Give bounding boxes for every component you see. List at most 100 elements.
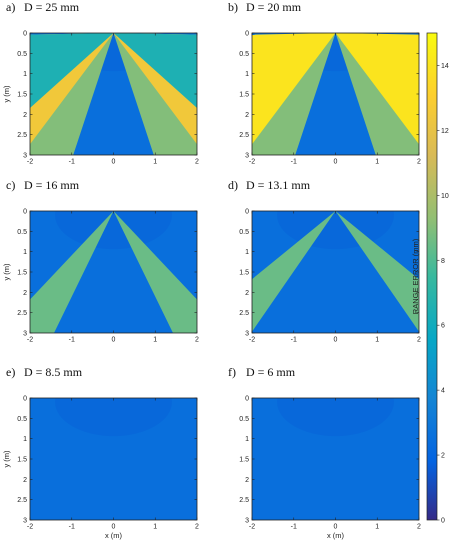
x-tick-label: -1 bbox=[69, 337, 75, 344]
x-tick-label: 1 bbox=[153, 337, 157, 344]
panel-c-label: c) bbox=[6, 178, 15, 192]
x-tick-label: -2 bbox=[27, 524, 33, 531]
panel-e-background bbox=[30, 398, 197, 520]
colorbar-gradient bbox=[426, 32, 438, 521]
y-tick-label: 2 bbox=[23, 477, 27, 484]
y-tick-label: 1.5 bbox=[239, 92, 249, 99]
x-tick-label: -2 bbox=[249, 524, 255, 531]
panel-a-title: D = 25 mm bbox=[24, 0, 80, 14]
x-tick-label: 2 bbox=[417, 159, 421, 166]
x-tick-label: 1 bbox=[375, 159, 379, 166]
x-tick-label: -2 bbox=[249, 159, 255, 166]
panel-f-title: D = 6 mm bbox=[246, 365, 296, 379]
colorbar-tick-label: 14 bbox=[441, 63, 449, 70]
panel-d-title: D = 13.1 mm bbox=[246, 178, 311, 192]
y-axis-label: y (m) bbox=[2, 263, 11, 281]
x-tick-label: 2 bbox=[195, 159, 199, 166]
panel-a-transition-left bbox=[30, 33, 114, 108]
x-tick-label: 0 bbox=[112, 524, 116, 531]
x-tick-label: -2 bbox=[249, 337, 255, 344]
x-tick-label: 2 bbox=[195, 337, 199, 344]
x-tick-label: -1 bbox=[291, 159, 297, 166]
y-tick-label: 3 bbox=[23, 331, 27, 338]
colorbar-tick-label: 4 bbox=[441, 388, 445, 395]
y-tick-label: 2 bbox=[23, 290, 27, 297]
x-tick-label: 0 bbox=[112, 337, 116, 344]
y-tick-label: 1 bbox=[245, 436, 249, 443]
panel-c-cone-right bbox=[113, 211, 197, 333]
x-tick-label: -1 bbox=[291, 337, 297, 344]
y-tick-label: 1 bbox=[23, 436, 27, 443]
panel-b: -2 -1 0 1 2 0 0.5 1 1.5 2 2.5 3 b) D = 20 mm bbox=[228, 0, 421, 166]
x-tick-label: -2 bbox=[27, 337, 33, 344]
colorbar-tick-label: 6 bbox=[441, 323, 445, 330]
y-tick-label: 2.5 bbox=[239, 310, 249, 317]
y-tick-label: 0.5 bbox=[239, 229, 249, 236]
x-tick-label: -2 bbox=[27, 159, 33, 166]
y-tick-label: 2 bbox=[23, 112, 27, 119]
x-tick-label: -1 bbox=[291, 524, 297, 531]
y-tick-label: 2.5 bbox=[239, 132, 249, 139]
panel-a-cone-right bbox=[113, 33, 197, 155]
panel-f-background bbox=[252, 398, 419, 520]
panel-d-cone-left bbox=[252, 211, 336, 332]
panel-f-label: f) bbox=[228, 365, 236, 379]
panel-a-label: a) bbox=[6, 0, 15, 14]
panel-a-cone-left bbox=[30, 33, 114, 155]
y-tick-label: 1.5 bbox=[239, 457, 249, 464]
y-tick-label: 2.5 bbox=[17, 497, 27, 504]
colorbar-tick-label: 10 bbox=[441, 193, 449, 200]
panel-f: -2 -1 0 1 2 0 0.5 1 1.5 2 2.5 3 f) D = 6 mm x (m) bbox=[228, 365, 421, 540]
panel-c: -2 -1 0 1 2 0 0.5 1 1.5 2 2.5 3 c) D = 16 mm y (m) bbox=[2, 178, 199, 344]
x-tick-label: 1 bbox=[375, 337, 379, 344]
y-tick-label: 0.5 bbox=[17, 416, 27, 423]
colorbar-tick-label: 2 bbox=[441, 453, 445, 460]
panel-e-low-region bbox=[55, 398, 172, 437]
y-tick-label: 3 bbox=[245, 518, 249, 525]
panel-a-transition-right bbox=[113, 33, 197, 108]
panel-b-title: D = 20 mm bbox=[246, 0, 302, 14]
colorbar-tick-label: 12 bbox=[441, 128, 449, 135]
y-tick-label: 0.5 bbox=[239, 416, 249, 423]
y-tick-label: 0 bbox=[245, 396, 249, 403]
x-tick-label: 2 bbox=[417, 337, 421, 344]
panel-c-cone-left bbox=[30, 211, 114, 333]
y-tick-label: 3 bbox=[23, 518, 27, 525]
x-tick-label: -1 bbox=[69, 159, 75, 166]
y-tick-label: 0 bbox=[245, 31, 249, 38]
y-tick-label: 2.5 bbox=[17, 132, 27, 139]
y-tick-label: 0 bbox=[23, 209, 27, 216]
y-tick-label: 3 bbox=[245, 331, 249, 338]
panel-d-cone-right bbox=[335, 211, 419, 332]
colorbar: 0 2 4 6 8 10 12 14 RANGE ERROR (mm) bbox=[411, 32, 449, 525]
colorbar-tick-label: 0 bbox=[441, 518, 445, 525]
x-tick-label: -1 bbox=[69, 524, 75, 531]
y-axis-label: y (m) bbox=[2, 450, 11, 468]
x-tick-label: 0 bbox=[334, 337, 338, 344]
panel-d-label: d) bbox=[228, 178, 238, 192]
x-tick-label: 2 bbox=[417, 524, 421, 531]
y-tick-label: 1.5 bbox=[17, 457, 27, 464]
y-tick-label: 2 bbox=[245, 290, 249, 297]
x-tick-label: 0 bbox=[112, 159, 116, 166]
x-axis-label: x (m) bbox=[105, 531, 123, 540]
x-tick-label: 1 bbox=[153, 159, 157, 166]
y-tick-label: 0 bbox=[23, 396, 27, 403]
y-tick-label: 0.5 bbox=[17, 229, 27, 236]
y-tick-label: 0.5 bbox=[239, 51, 249, 58]
x-tick-label: 0 bbox=[334, 159, 338, 166]
x-tick-label: 1 bbox=[375, 524, 379, 531]
panel-e: -2 -1 0 1 2 0 0.5 1 1.5 2 2.5 3 e) D = 8.5 mm y (m) x (… bbox=[2, 365, 199, 540]
x-tick-label: 0 bbox=[334, 524, 338, 531]
panel-b-label: b) bbox=[228, 0, 238, 14]
y-tick-label: 0 bbox=[23, 31, 27, 38]
y-tick-label: 0.5 bbox=[17, 51, 27, 58]
y-tick-label: 1 bbox=[23, 249, 27, 256]
panel-f-low-region bbox=[277, 398, 394, 437]
y-tick-label: 1.5 bbox=[239, 270, 249, 277]
x-axis-label: x (m) bbox=[327, 531, 345, 540]
y-axis-label: y (m) bbox=[2, 85, 11, 103]
panel-c-title: D = 16 mm bbox=[24, 178, 80, 192]
panel-e-title: D = 8.5 mm bbox=[24, 365, 83, 379]
